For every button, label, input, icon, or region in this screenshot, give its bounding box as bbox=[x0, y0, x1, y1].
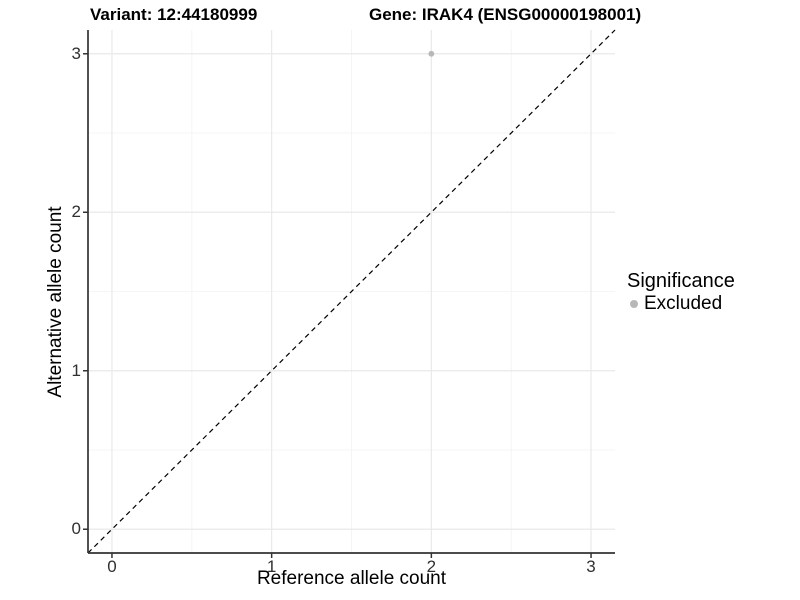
legend-title: Significance bbox=[627, 270, 735, 292]
legend-entry-excluded: Excluded bbox=[627, 293, 735, 314]
data-point-excluded bbox=[428, 50, 435, 57]
legend-entry-label: Excluded bbox=[644, 293, 723, 314]
plot-title-gene: Gene: IRAK4 (ENSG00000198001) bbox=[369, 5, 642, 24]
x-tick-label-3: 3 bbox=[586, 557, 596, 576]
y-tick-label-1: 1 bbox=[71, 360, 81, 380]
y-tick-label-3: 3 bbox=[71, 43, 81, 63]
y-tick-label-2: 2 bbox=[71, 202, 81, 222]
x-tick-label-1: 1 bbox=[266, 557, 277, 576]
x-tick-label-2: 2 bbox=[426, 557, 437, 576]
y-tick-label-0: 0 bbox=[71, 519, 81, 539]
plot-title-variant: Variant: 12:44180999 bbox=[90, 5, 258, 24]
legend: Significance Excluded bbox=[627, 270, 735, 314]
x-axis-title: Reference allele count bbox=[256, 568, 447, 589]
identity-reference-line bbox=[87, 29, 616, 554]
x-tick-label-0: 0 bbox=[107, 557, 117, 576]
legend-marker-icon bbox=[630, 299, 638, 308]
y-axis-title: Alternative allele count bbox=[45, 206, 66, 398]
